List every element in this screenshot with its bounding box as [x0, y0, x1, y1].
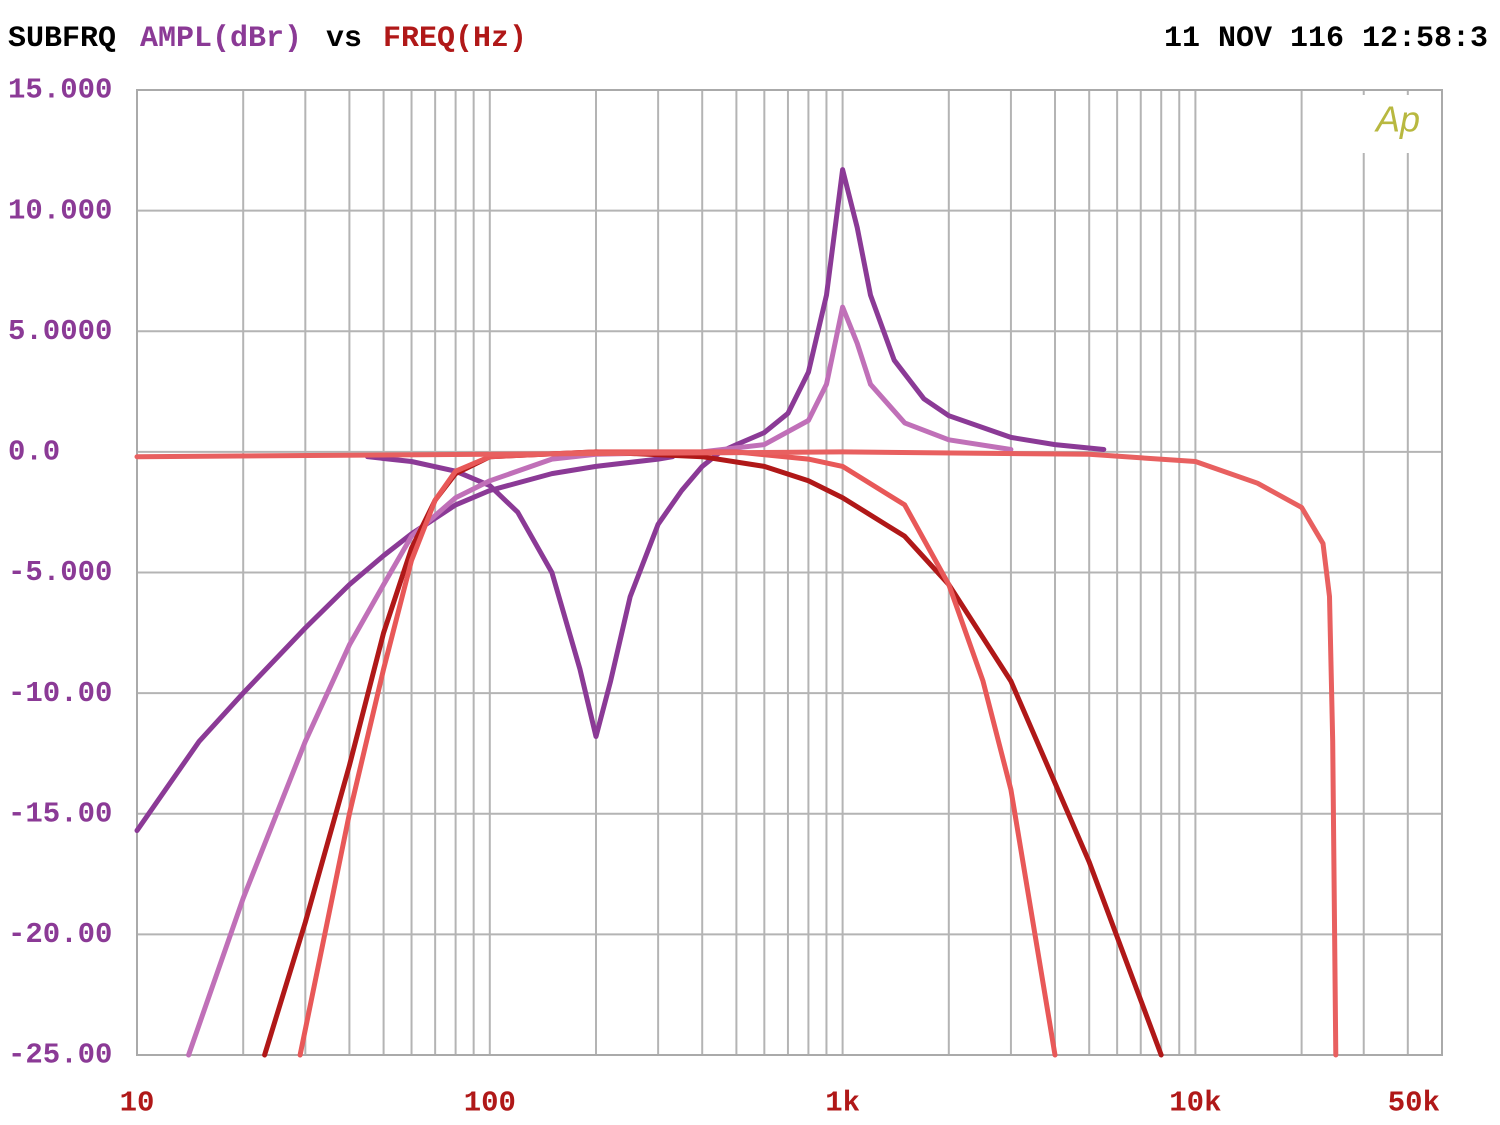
title-connector: vs: [326, 22, 362, 56]
logo-backdrop: [1355, 95, 1435, 153]
y-tick-label: -15.00: [8, 797, 112, 830]
y-tick-label: 15.000: [8, 74, 112, 107]
tick-labels: 15.000 10.000 5.0000 0.0 -5.000 -10.00 -15.00 -…: [8, 74, 1440, 1120]
y-tick-label: -20.00: [8, 918, 112, 951]
y-tick-label: -10.00: [8, 677, 112, 710]
y-axis-label: AMPL(dBr): [140, 22, 302, 56]
x-tick-label: 10: [120, 1087, 155, 1120]
curves: [134, 167, 1339, 1058]
x-tick-label: 10k: [1169, 1087, 1221, 1120]
chart-title: SUBFRQ: [8, 22, 116, 56]
x-tick-label: 100: [464, 1087, 516, 1120]
y-tick-label: 10.000: [8, 194, 112, 227]
plot-frame: [136, 89, 1443, 1056]
y-tick-label: -25.00: [8, 1039, 112, 1072]
x-tick-label: 50k: [1388, 1087, 1440, 1120]
timestamp: 11 NOV 116 12:58:3: [1164, 22, 1488, 56]
x-axis-label: FREQ(Hz): [383, 22, 527, 56]
curve: [134, 449, 1339, 1058]
logo: Ap: [1374, 99, 1420, 140]
y-tick-label: 0.0: [8, 436, 60, 469]
y-tick-label: 5.0000: [8, 315, 112, 348]
x-tick-label: 1k: [825, 1087, 860, 1120]
y-tick-label: -5.000: [8, 556, 112, 589]
